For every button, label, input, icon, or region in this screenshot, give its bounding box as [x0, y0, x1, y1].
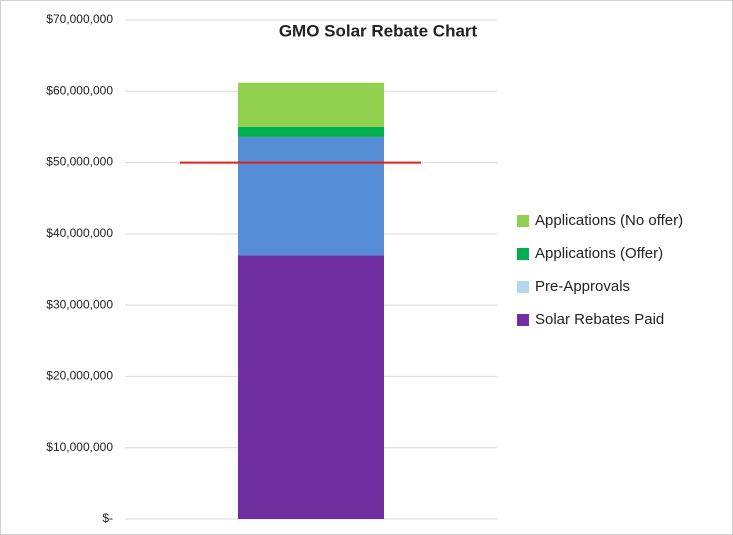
legend-swatch: [517, 248, 529, 260]
y-tick-label: $30,000,000: [46, 297, 113, 311]
y-tick-label: $50,000,000: [46, 155, 113, 169]
bar-segment: [238, 82, 384, 127]
y-tick-label: $20,000,000: [46, 369, 113, 383]
y-tick-label: $70,000,000: [46, 12, 113, 26]
legend-label: Pre-Approvals: [535, 278, 630, 295]
legend-swatch: [517, 281, 529, 293]
chart-title: GMO Solar Rebate Chart: [279, 21, 478, 40]
y-tick-label: $60,000,000: [46, 83, 113, 97]
legend-swatch: [517, 314, 529, 326]
bar-segment: [238, 255, 384, 519]
legend-label: Applications (No offer): [535, 212, 683, 229]
legend-swatch: [517, 215, 529, 227]
legend-label: Solar Rebates Paid: [535, 311, 664, 328]
legend-label: Applications (Offer): [535, 245, 663, 262]
y-tick-label: $-: [102, 511, 113, 525]
y-tick-label: $10,000,000: [46, 440, 113, 454]
bar-segment: [238, 136, 384, 256]
y-tick-label: $40,000,000: [46, 226, 113, 240]
bar-segment: [238, 126, 384, 137]
